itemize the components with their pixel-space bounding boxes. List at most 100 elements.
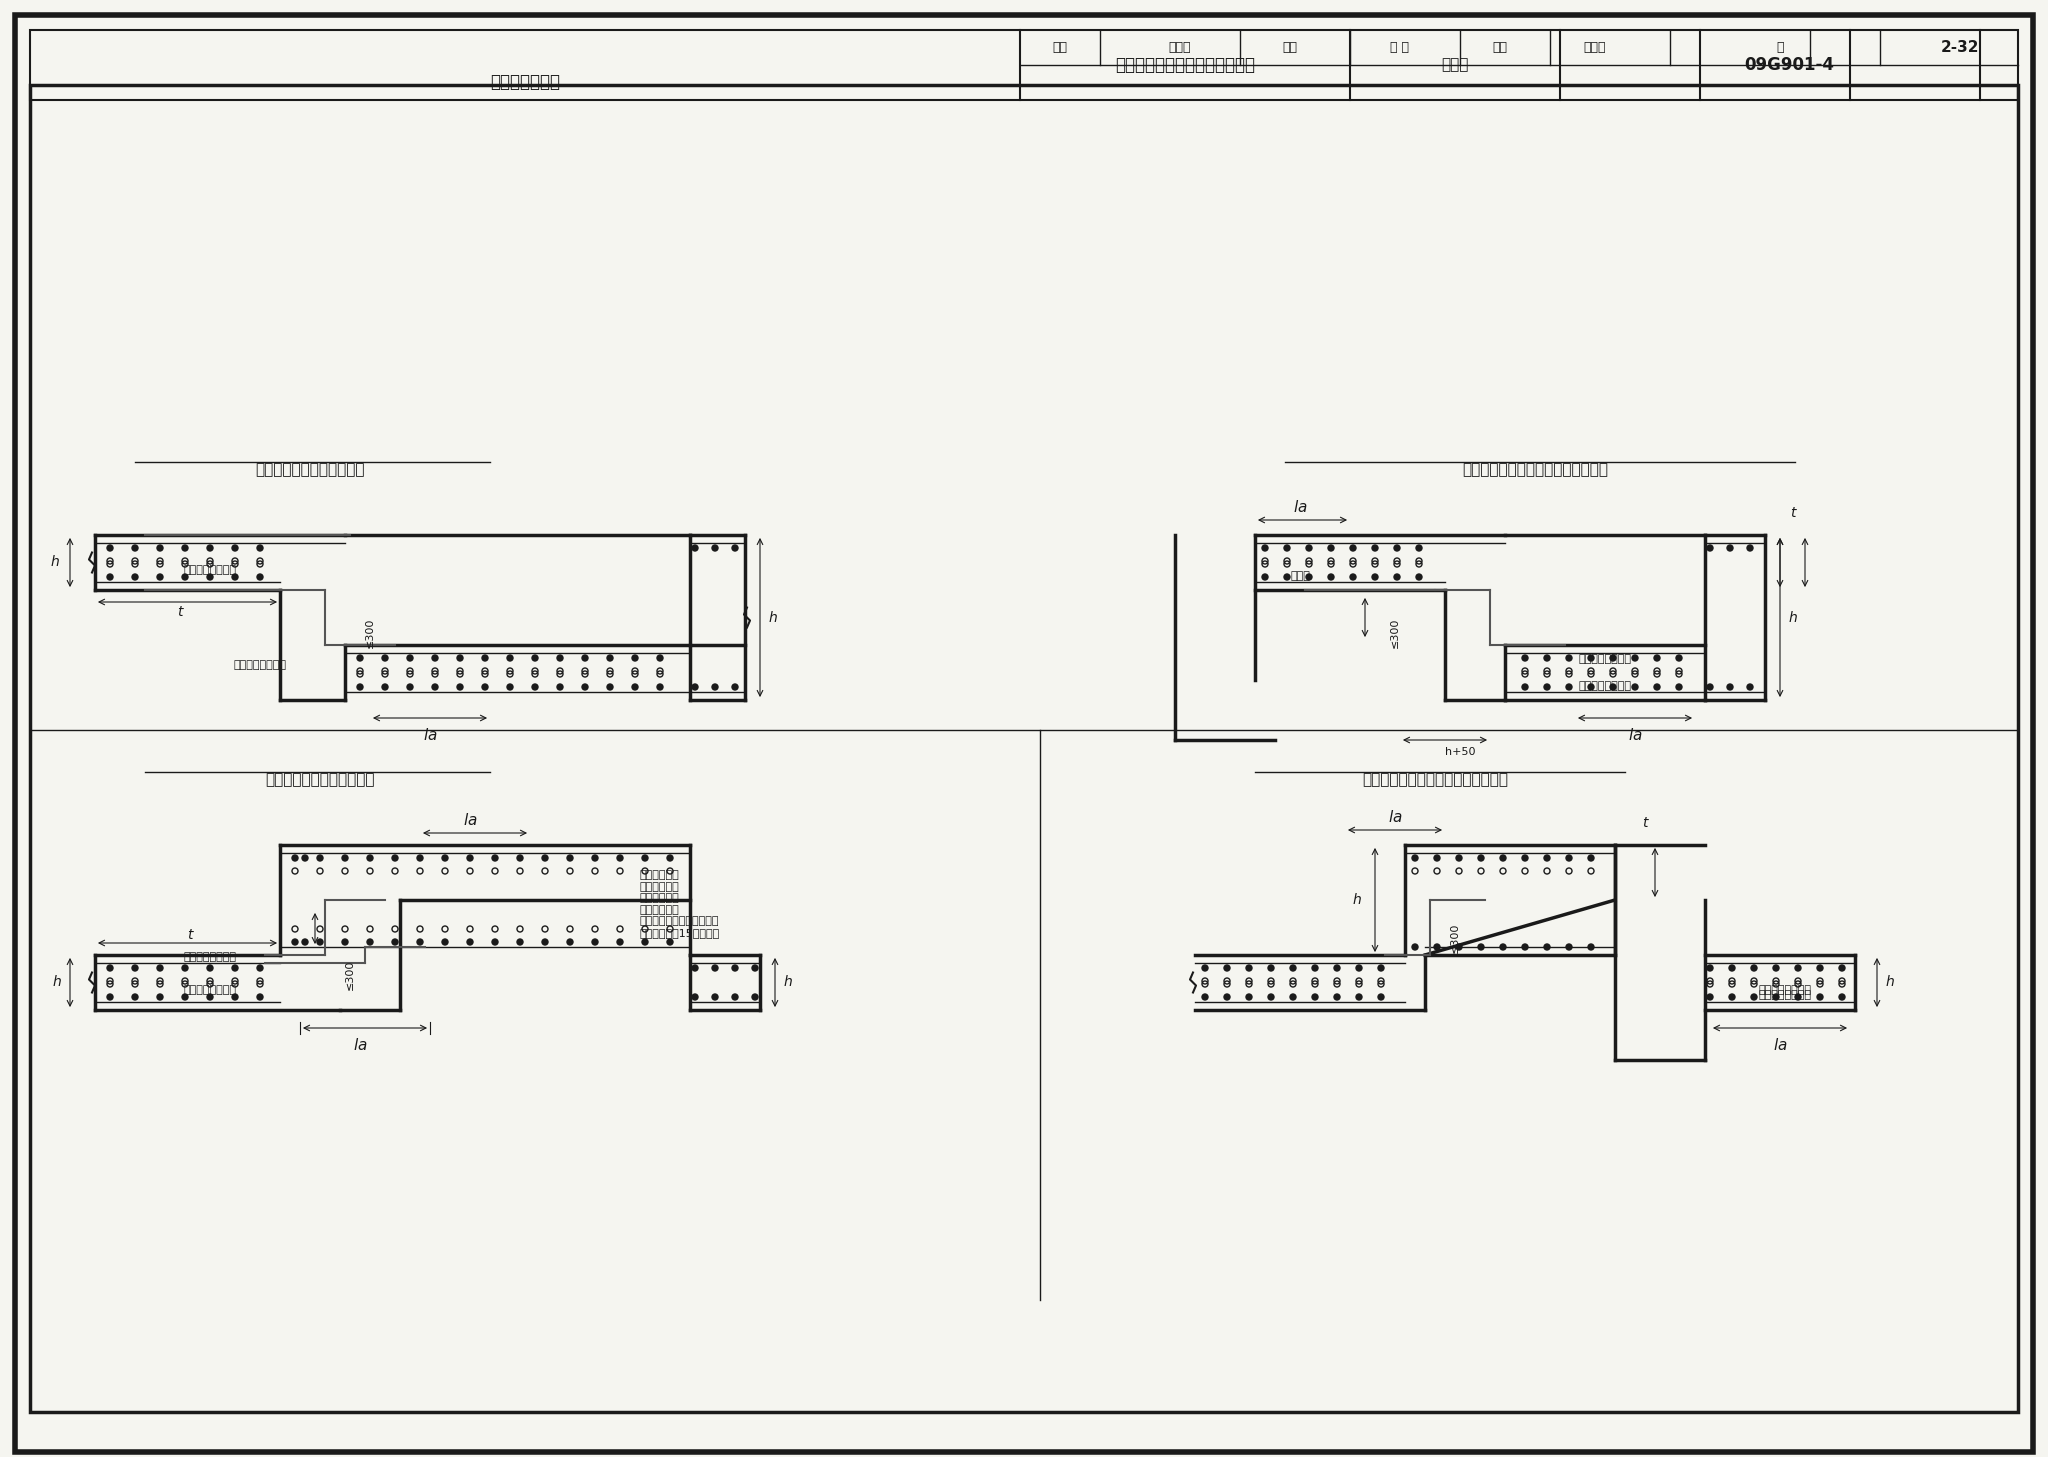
Circle shape xyxy=(467,855,473,861)
Circle shape xyxy=(1262,574,1268,580)
Circle shape xyxy=(752,965,758,970)
Circle shape xyxy=(1610,656,1616,661)
Circle shape xyxy=(1395,574,1401,580)
Circle shape xyxy=(633,683,639,691)
Text: 同板下部同向配筋: 同板下部同向配筋 xyxy=(1759,985,1812,995)
Circle shape xyxy=(668,938,674,946)
Circle shape xyxy=(1245,965,1251,970)
Circle shape xyxy=(1290,965,1296,970)
Circle shape xyxy=(1395,545,1401,551)
Circle shape xyxy=(467,938,473,946)
Circle shape xyxy=(1817,994,1823,1000)
Text: $l$a: $l$a xyxy=(1628,727,1642,743)
Circle shape xyxy=(231,545,238,551)
Circle shape xyxy=(543,938,549,946)
Circle shape xyxy=(1479,944,1485,950)
Text: h: h xyxy=(784,976,793,989)
Text: t: t xyxy=(186,928,193,943)
Circle shape xyxy=(1587,656,1593,661)
Text: 同板上部同向配筋: 同板上部同向配筋 xyxy=(1579,680,1632,691)
Circle shape xyxy=(231,965,238,970)
Circle shape xyxy=(1350,574,1356,580)
Circle shape xyxy=(731,683,737,691)
Circle shape xyxy=(1632,656,1638,661)
Circle shape xyxy=(1774,994,1780,1000)
Text: 姚 刚: 姚 刚 xyxy=(1391,41,1409,54)
Circle shape xyxy=(582,683,588,691)
Circle shape xyxy=(592,938,598,946)
Circle shape xyxy=(231,994,238,1000)
Circle shape xyxy=(1610,683,1616,691)
Circle shape xyxy=(692,994,698,1000)
Circle shape xyxy=(641,855,647,861)
Circle shape xyxy=(158,994,164,1000)
Text: 板边为梁局部降板顶面凹出楼板底面: 板边为梁局部降板顶面凹出楼板底面 xyxy=(1362,772,1507,787)
Circle shape xyxy=(657,683,664,691)
Circle shape xyxy=(231,574,238,580)
Circle shape xyxy=(731,545,737,551)
Circle shape xyxy=(432,656,438,661)
Text: 局部升板底面凸出楼板顶面: 局部升板底面凸出楼板顶面 xyxy=(256,462,365,478)
Circle shape xyxy=(1706,994,1712,1000)
Circle shape xyxy=(1544,855,1550,861)
Circle shape xyxy=(293,855,299,861)
Text: $l$a: $l$a xyxy=(463,812,477,828)
Circle shape xyxy=(317,938,324,946)
Circle shape xyxy=(1522,944,1528,950)
Circle shape xyxy=(1378,965,1384,970)
Circle shape xyxy=(1726,683,1733,691)
Text: 同板上部同向配筋: 同板上部同向配筋 xyxy=(184,565,236,576)
Text: t: t xyxy=(178,605,182,619)
Text: t: t xyxy=(1790,506,1796,520)
Text: 板边为梁局部升板底面凸出楼板顶面: 板边为梁局部升板底面凸出楼板顶面 xyxy=(1462,462,1608,478)
Circle shape xyxy=(1567,944,1573,950)
Text: 设计: 设计 xyxy=(1493,41,1507,54)
Circle shape xyxy=(1522,656,1528,661)
Circle shape xyxy=(293,938,299,946)
Circle shape xyxy=(592,855,598,861)
Text: $l$a: $l$a xyxy=(1774,1037,1788,1053)
Circle shape xyxy=(1839,965,1845,970)
Circle shape xyxy=(532,683,539,691)
Circle shape xyxy=(1675,683,1681,691)
Circle shape xyxy=(1794,994,1800,1000)
Circle shape xyxy=(1284,574,1290,580)
Circle shape xyxy=(367,855,373,861)
Circle shape xyxy=(1499,855,1505,861)
Text: 同板上部同向配筋: 同板上部同向配筋 xyxy=(1759,989,1812,1000)
Circle shape xyxy=(606,656,612,661)
Text: 页: 页 xyxy=(1776,41,1784,54)
Circle shape xyxy=(1350,545,1356,551)
Circle shape xyxy=(1245,994,1251,1000)
Circle shape xyxy=(492,938,498,946)
Circle shape xyxy=(1839,994,1845,1000)
Circle shape xyxy=(1706,965,1712,970)
Circle shape xyxy=(457,683,463,691)
Text: h: h xyxy=(51,555,59,570)
Circle shape xyxy=(616,855,623,861)
Circle shape xyxy=(1313,965,1319,970)
Circle shape xyxy=(1794,965,1800,970)
Circle shape xyxy=(1268,994,1274,1000)
Circle shape xyxy=(1567,656,1573,661)
Circle shape xyxy=(1706,683,1712,691)
Text: 局部降板顶面凹出楼板底面: 局部降板顶面凹出楼板底面 xyxy=(266,772,375,787)
Circle shape xyxy=(256,994,262,1000)
Circle shape xyxy=(641,938,647,946)
Circle shape xyxy=(106,574,113,580)
Circle shape xyxy=(256,545,262,551)
Circle shape xyxy=(182,545,188,551)
Circle shape xyxy=(207,545,213,551)
Circle shape xyxy=(418,855,424,861)
Text: h: h xyxy=(1352,893,1362,908)
Circle shape xyxy=(1356,965,1362,970)
Circle shape xyxy=(367,938,373,946)
Circle shape xyxy=(131,574,137,580)
Circle shape xyxy=(713,994,719,1000)
Circle shape xyxy=(1567,683,1573,691)
Circle shape xyxy=(106,965,113,970)
Circle shape xyxy=(301,938,307,946)
Circle shape xyxy=(317,855,324,861)
Circle shape xyxy=(657,656,664,661)
Circle shape xyxy=(1290,994,1296,1000)
